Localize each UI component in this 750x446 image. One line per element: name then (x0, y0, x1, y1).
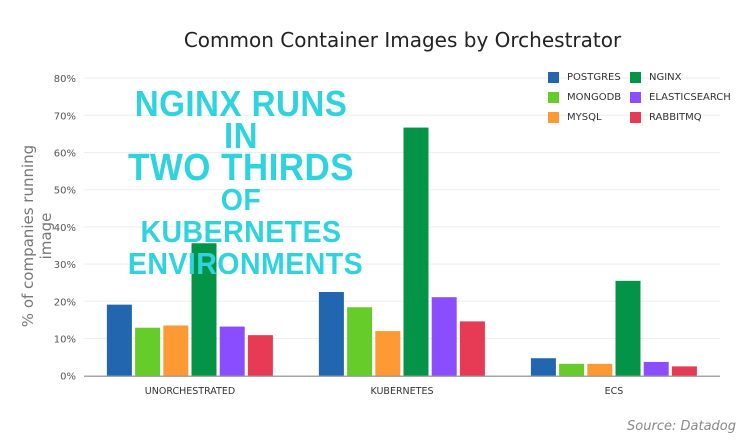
bar-postgres-ecs (530, 358, 556, 376)
legend-item-mysql: MYSQL (548, 112, 630, 123)
bar-rabbitmq-kubernetes (459, 321, 485, 376)
annotation-line: TWO THIRDS (127, 147, 354, 189)
bar-nginx-kubernetes (403, 127, 429, 376)
bar-mongodb-kubernetes (347, 307, 373, 376)
bar-mongodb-unorchestrated (135, 327, 161, 376)
bar-elasticsearch-unorchestrated (219, 326, 245, 376)
bar-mysql-ecs (587, 363, 613, 376)
bar-nginx-unorchestrated (191, 243, 217, 376)
bar-nginx-ecs (615, 280, 641, 376)
x-tick-label: ECS (605, 386, 624, 397)
y-tick-label: 30% (54, 260, 76, 271)
y-tick-label: 50% (54, 186, 76, 197)
bar-mongodb-ecs (559, 363, 585, 376)
legend-swatch (630, 112, 641, 123)
source-note: Source: Datadog (627, 419, 736, 434)
annotation-line: ENVIRONMENTS (127, 246, 364, 281)
y-tick-label: 70% (54, 111, 76, 122)
legend-item-mongodb: MONGODB (548, 92, 630, 103)
bar-postgres-unorchestrated (106, 304, 132, 376)
legend-swatch (630, 92, 641, 103)
bar-rabbitmq-unorchestrated (247, 335, 273, 376)
y-tick-label: 20% (54, 297, 76, 308)
bar-rabbitmq-ecs (671, 366, 697, 376)
y-tick-label: 10% (54, 335, 76, 346)
legend-item-nginx: NGINX (630, 72, 740, 83)
annotation-callout: NGINX RUNS IN TWO THIRDS OF KUBERNETES E… (118, 83, 364, 281)
y-tick-label: 0% (60, 372, 76, 383)
bar-mysql-kubernetes (375, 331, 401, 376)
bar-mysql-unorchestrated (163, 325, 189, 376)
bar-postgres-kubernetes (318, 292, 344, 376)
y-tick-label: 80% (54, 74, 76, 85)
x-tick-label: UNORCHESTRATED (145, 386, 235, 397)
bar-elasticsearch-ecs (643, 361, 669, 376)
legend-swatch (630, 72, 641, 83)
bar-elasticsearch-kubernetes (431, 297, 457, 376)
legend-swatch (548, 92, 559, 103)
legend-swatch (548, 112, 559, 123)
annotation-line: NGINX RUNS IN (134, 83, 348, 156)
legend-item-rabbitmq: RABBITMQ (630, 112, 740, 123)
y-tick-label: 60% (54, 149, 76, 160)
chart-title: Common Container Images by Orchestrator (183, 28, 622, 52)
legend-item-elasticsearch: ELASTICSEARCH (630, 92, 740, 103)
legend-item-postgres: POSTGRES (548, 72, 630, 83)
y-tick-label: 40% (54, 223, 76, 234)
annotation-line: OF KUBERNETES (140, 182, 342, 249)
legend-swatch (548, 72, 559, 83)
legend: POSTGRES NGINX MONGODB ELASTICSEARCH MYS… (548, 72, 740, 123)
x-tick-label: KUBERNETES (371, 386, 434, 397)
